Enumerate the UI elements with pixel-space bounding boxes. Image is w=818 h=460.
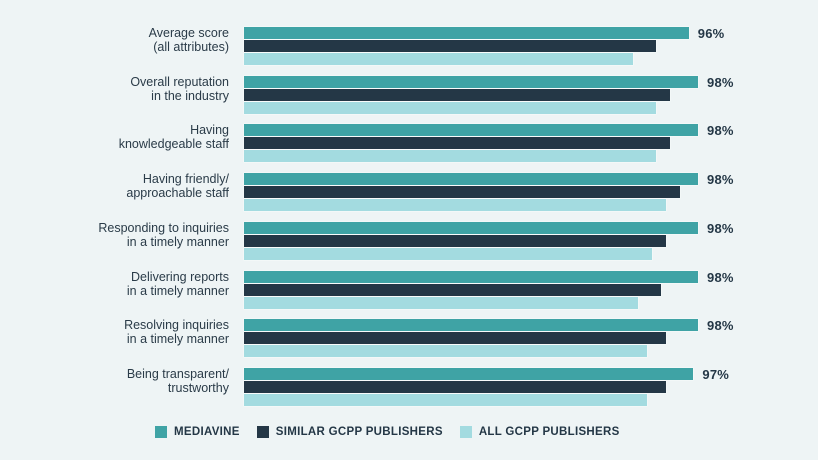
- legend-item-similar-gcpp: SIMILAR GCPP PUBLISHERS: [256, 426, 443, 438]
- bar-mediavine: [244, 173, 699, 186]
- legend-label: ALL GCPP PUBLISHERS: [478, 426, 620, 438]
- bar-group: Having friendly/ approachable staff 98%: [0, 172, 818, 213]
- bar-group: Resolving inquiries in a timely manner 98…: [0, 318, 818, 359]
- bar-all-gcpp-publishers: [244, 345, 648, 358]
- bar-similar-gcpp-publishers: [244, 283, 661, 296]
- value-label: 97%: [702, 366, 730, 382]
- bar-group: Overall reputation in the industry 98%: [0, 74, 818, 116]
- legend-swatch-mediavine: [155, 426, 167, 438]
- value-label: 98%: [707, 269, 734, 285]
- bar-all-gcpp-publishers: [244, 296, 638, 309]
- legend-swatch-all-gcpp: [459, 426, 472, 438]
- bar-similar-gcpp-publishers: [244, 186, 680, 199]
- bar-all-gcpp-publishers: [244, 150, 657, 163]
- category-label: Delivering reports in a timely manner: [126, 269, 229, 298]
- category-label: Overall reputation in the industry: [130, 74, 229, 103]
- chart-legend: MEDIAVINE SIMILAR GCPP PUBLISHERS ALL GC…: [155, 425, 637, 439]
- category-label: Responding to inquiries in a timely mann…: [98, 220, 229, 249]
- value-label: 98%: [707, 74, 734, 90]
- legend-item-mediavine: MEDIAVINE: [155, 426, 240, 438]
- category-label: Average score (all attributes): [148, 26, 229, 54]
- bar-similar-gcpp-publishers: [244, 137, 671, 150]
- bar-group: Delivering reports in a timely manner 98%: [0, 269, 818, 311]
- legend-swatch-similar-gcpp: [256, 426, 269, 438]
- category-label: Resolving inquiries in a timely manner: [124, 318, 229, 347]
- bar-group: Average score (all attributes) 96%: [0, 26, 818, 67]
- value-label: 98%: [707, 172, 734, 188]
- bar-mediavine: [244, 27, 689, 39]
- legend-label: MEDIAVINE: [174, 426, 240, 438]
- bar-mediavine: [244, 124, 699, 137]
- legend-label: SIMILAR GCPP PUBLISHERS: [275, 426, 443, 438]
- bar-group: Having knowledgeable staff 98%: [0, 123, 818, 164]
- bar-similar-gcpp-publishers: [244, 332, 666, 345]
- bar-mediavine: [244, 367, 694, 380]
- bar-mediavine: [244, 221, 699, 234]
- category-label: Having knowledgeable staff: [118, 123, 229, 152]
- bar-similar-gcpp-publishers: [244, 234, 666, 247]
- bar-similar-gcpp-publishers: [244, 88, 671, 101]
- bar-all-gcpp-publishers: [244, 53, 634, 65]
- bar-all-gcpp-publishers: [244, 247, 652, 260]
- bar-group: Being transparent/ trustworthy 97%: [0, 366, 818, 408]
- bar-all-gcpp-publishers: [244, 101, 657, 114]
- legend-item-all-gcpp: ALL GCPP PUBLISHERS: [459, 426, 620, 438]
- bar-all-gcpp-publishers: [244, 393, 648, 406]
- value-label: 96%: [697, 26, 725, 41]
- category-label: Being transparent/ trustworthy: [126, 366, 229, 395]
- bar-mediavine: [244, 319, 699, 332]
- bar-all-gcpp-publishers: [244, 199, 666, 212]
- bar-similar-gcpp-publishers: [244, 380, 666, 393]
- bar-similar-gcpp-publishers: [244, 40, 657, 52]
- category-label: Having friendly/ approachable staff: [126, 172, 229, 201]
- value-label: 98%: [707, 123, 734, 139]
- bar-mediavine: [244, 75, 699, 88]
- bar-mediavine: [244, 270, 699, 283]
- value-label: 98%: [707, 220, 734, 236]
- value-label: 98%: [707, 318, 734, 334]
- bar-group: Responding to inquiries in a timely mann…: [0, 220, 818, 262]
